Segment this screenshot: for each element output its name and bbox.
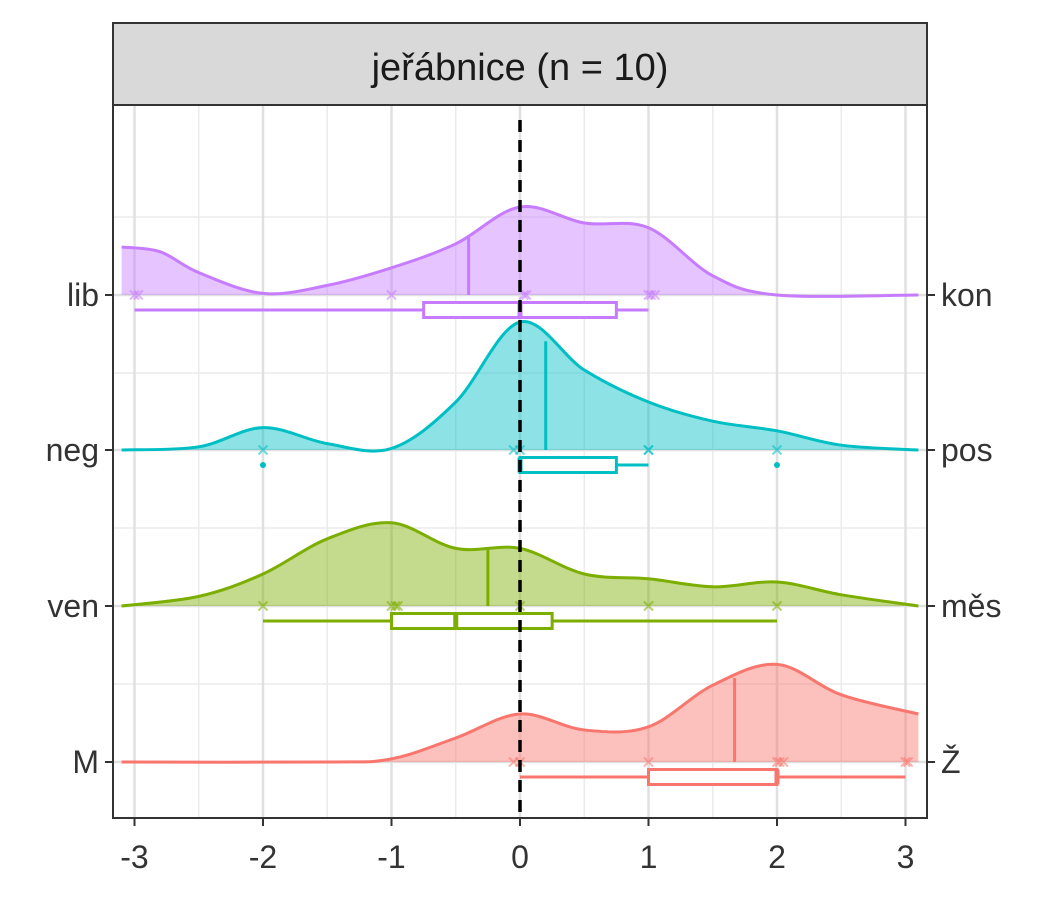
y-label-left: neg	[46, 432, 99, 468]
y-label-left: M	[72, 744, 99, 780]
data-point-marker	[643, 600, 654, 612]
x-tick-label: 1	[640, 839, 658, 875]
data-point-stroke	[133, 289, 144, 301]
data-point-stroke	[386, 289, 397, 301]
x-axis: -3 -2 -1 0 1 2 3	[120, 818, 914, 875]
data-point-marker	[778, 756, 789, 768]
data-point-marker	[771, 444, 783, 456]
x-tick-label: 3	[897, 839, 915, 875]
box-iqr	[647, 768, 779, 786]
y-axis-left: lib neg ven M	[46, 277, 113, 780]
data-point-marker	[902, 756, 914, 768]
data-point-marker	[900, 756, 911, 768]
data-point-stroke	[771, 600, 783, 612]
data-point-marker	[643, 444, 654, 456]
data-point-stroke	[649, 289, 661, 301]
box-outlier	[774, 462, 780, 468]
series-M	[121, 662, 919, 786]
data-point-stroke	[518, 289, 530, 301]
y-label-right: kon	[941, 277, 993, 313]
data-point-marker	[129, 289, 140, 301]
data-point-stroke	[645, 289, 657, 301]
data-point-stroke	[129, 289, 140, 301]
data-point-marker	[257, 600, 269, 612]
density-fill	[121, 664, 919, 763]
grid-major	[113, 105, 927, 818]
data-point-stroke	[392, 600, 404, 612]
strip-background	[112, 22, 928, 106]
data-point-marker	[386, 289, 397, 301]
data-point-marker	[649, 289, 661, 301]
box-iqr	[518, 456, 618, 474]
box-outlier	[260, 462, 266, 468]
data-point-marker	[521, 289, 532, 301]
y-label-right: pos	[941, 432, 993, 468]
x-tick-label: -1	[377, 839, 405, 875]
y-label-left: ven	[47, 588, 99, 624]
y-axis-right: kon pos měs Ž	[927, 277, 1001, 780]
data-point-stroke	[774, 756, 785, 768]
data-point-stroke	[643, 444, 654, 456]
data-point-marker	[771, 600, 783, 612]
data-point-stroke	[390, 600, 401, 612]
data-point-marker	[390, 600, 401, 612]
data-point-stroke	[521, 289, 532, 301]
data-point-stroke	[902, 756, 914, 768]
density-curve	[121, 205, 919, 298]
x-tick-label: -3	[120, 839, 148, 875]
y-label-left: lib	[67, 277, 99, 313]
data-point-stroke	[900, 756, 911, 768]
y-label-right: Ž	[941, 744, 961, 780]
data-point-marker	[257, 444, 269, 456]
data-point-marker	[645, 289, 657, 301]
data-point-stroke	[257, 600, 269, 612]
x-tick-label: 0	[511, 839, 529, 875]
data-point-marker	[392, 600, 404, 612]
density-curve	[121, 662, 919, 764]
data-point-marker	[774, 756, 785, 768]
box-iqr	[390, 612, 554, 630]
data-point-stroke	[778, 756, 789, 768]
data-point-marker	[643, 756, 654, 768]
data-point-marker	[133, 289, 144, 301]
y-label-right: měs	[941, 588, 1001, 624]
data-point-stroke	[771, 444, 783, 456]
facet-title: jeřábnice (n = 10)	[371, 47, 669, 89]
x-tick-label: -2	[249, 839, 277, 875]
x-tick-label: 2	[768, 839, 786, 875]
data-point-stroke	[257, 444, 269, 456]
data-point-stroke	[643, 600, 654, 612]
data-point-stroke	[643, 756, 654, 768]
